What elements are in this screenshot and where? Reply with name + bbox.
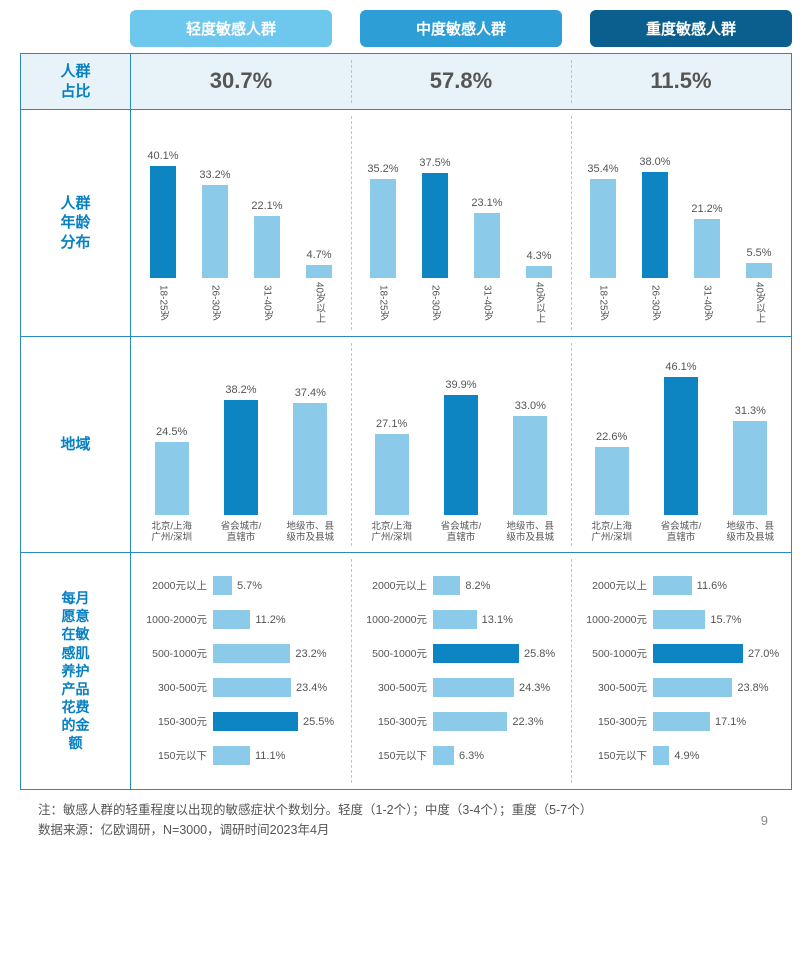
page-number: 9 bbox=[761, 813, 768, 828]
row-proportion: 人群 占比 30.7% 57.8% 11.5% bbox=[21, 54, 791, 110]
proportion-light: 30.7% bbox=[131, 54, 351, 109]
age-chart-2: 35.4%38.0%21.2%5.5%18-25岁26-30岁31-40岁40岁… bbox=[571, 110, 791, 336]
main-table: 人群 占比 30.7% 57.8% 11.5% 人群 年龄 分布 40.1%33… bbox=[20, 53, 792, 790]
proportion-heavy: 11.5% bbox=[571, 54, 791, 109]
row-spend: 每月 愿意 在敏 感肌 养护 产品 花费 的金 额 2000元以上5.7%100… bbox=[21, 553, 791, 789]
age-chart-0: 40.1%33.2%22.1%4.7%18-25岁26-30岁31-40岁40岁… bbox=[131, 110, 351, 336]
row-label-region: 地域 bbox=[21, 337, 131, 552]
footnote: 注：敏感人群的轻重程度以出现的敏感症状个数划分。轻度（1-2个）；中度（3-4个… bbox=[20, 800, 792, 840]
tab-light: 轻度敏感人群 bbox=[130, 10, 332, 47]
tab-mid: 中度敏感人群 bbox=[360, 10, 562, 47]
footnote-line2: 数据来源：亿欧调研，N=3000，调研时间2023年4月 bbox=[38, 820, 792, 840]
age-chart-1: 35.2%37.5%23.1%4.3%18-25岁26-30岁31-40岁40岁… bbox=[351, 110, 571, 336]
spend-chart-0: 2000元以上5.7%1000-2000元11.2%500-1000元23.2%… bbox=[131, 553, 351, 789]
footnote-line1: 注：敏感人群的轻重程度以出现的敏感症状个数划分。轻度（1-2个）；中度（3-4个… bbox=[38, 800, 792, 820]
region-chart-1: 27.1%39.9%33.0%北京/上海 广州/深圳省会城市/ 直辖市地级市、县… bbox=[351, 337, 571, 552]
region-chart-0: 24.5%38.2%37.4%北京/上海 广州/深圳省会城市/ 直辖市地级市、县… bbox=[131, 337, 351, 552]
row-age: 人群 年龄 分布 40.1%33.2%22.1%4.7%18-25岁26-30岁… bbox=[21, 110, 791, 337]
row-label-age: 人群 年龄 分布 bbox=[21, 110, 131, 336]
row-label-spend: 每月 愿意 在敏 感肌 养护 产品 花费 的金 额 bbox=[21, 553, 131, 789]
proportion-mid: 57.8% bbox=[351, 54, 571, 109]
row-region: 地域 24.5%38.2%37.4%北京/上海 广州/深圳省会城市/ 直辖市地级… bbox=[21, 337, 791, 553]
tab-heavy: 重度敏感人群 bbox=[590, 10, 792, 47]
category-header-tabs: 轻度敏感人群 中度敏感人群 重度敏感人群 bbox=[130, 10, 792, 47]
spend-chart-2: 2000元以上11.6%1000-2000元15.7%500-1000元27.0… bbox=[571, 553, 791, 789]
spend-chart-1: 2000元以上8.2%1000-2000元13.1%500-1000元25.8%… bbox=[351, 553, 571, 789]
region-chart-2: 22.6%46.1%31.3%北京/上海 广州/深圳省会城市/ 直辖市地级市、县… bbox=[571, 337, 791, 552]
row-label-proportion: 人群 占比 bbox=[21, 54, 131, 109]
